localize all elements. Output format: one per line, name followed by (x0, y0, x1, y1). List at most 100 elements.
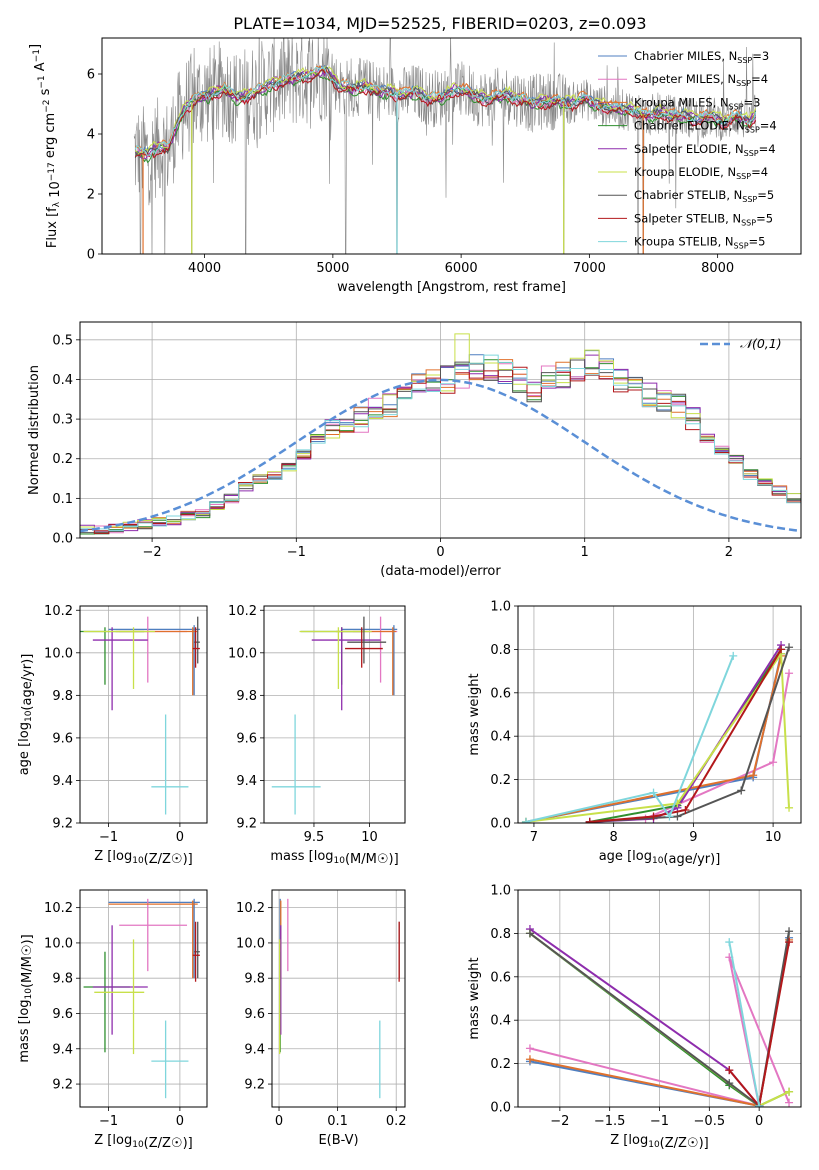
weight-marker (769, 758, 778, 767)
axes-frame (101, 37, 802, 255)
weight-marker (525, 1044, 534, 1053)
legend-label: Kroupa MILES, NSSP=3 (634, 95, 760, 111)
y-tick-label: 0.5 (52, 333, 73, 348)
x-axis-label: Z [log10(Z/Z☉)] (94, 1133, 192, 1151)
legend-subscript: SSP (745, 126, 760, 135)
error-bar-point (83, 627, 155, 689)
legend-label: Chabrier ELODIE, NSSP=4 (634, 119, 777, 135)
legend-text: =4 (751, 72, 768, 86)
weight-marker (673, 812, 682, 821)
x-tick-label: 2 (725, 545, 733, 560)
x-tick-label: −1 (287, 545, 306, 560)
y-tick-label: 9.8 (236, 689, 257, 704)
label-superscript: −17 (47, 162, 57, 181)
label-text: age [ (599, 849, 632, 864)
label-text: log (314, 849, 334, 864)
label-text: (Z/Z☉)] (144, 1136, 193, 1151)
weight-marker (749, 771, 758, 780)
y-axis-label: mass weight (467, 673, 482, 755)
label-text: (M/M☉)] (345, 852, 399, 867)
y-tick-label: 9.4 (52, 1042, 73, 1057)
y-tick-label: 10.2 (44, 604, 73, 619)
model-spectrum-line (134, 71, 757, 164)
weight-marker (785, 1087, 794, 1096)
label-text: mass weight (467, 673, 482, 755)
y-tick-label: 0.8 (490, 927, 511, 942)
label-superscript: −1 (37, 75, 47, 88)
weight-series (585, 645, 786, 823)
x-tick-label: 0.1 (327, 1114, 348, 1129)
legend-text: =3 (744, 95, 761, 109)
weight-line (589, 646, 790, 823)
x-tick-label: −1 (99, 1114, 118, 1129)
weight-marker (729, 651, 738, 660)
legend-text: Salpeter STELIB, N (634, 211, 741, 225)
axes-frame (79, 889, 208, 1108)
legend-subscript: SSP (736, 172, 751, 181)
weight-series (585, 641, 786, 823)
y-axis-label: age [log10(age/yr)] (17, 654, 35, 776)
label-text: ] (28, 44, 43, 49)
weight-marker (777, 645, 786, 654)
label-text: Z [ (610, 1133, 628, 1148)
x-axis-label: wavelength [Angstrom, rest frame] (337, 280, 566, 295)
y-tick-label: 2 (87, 188, 95, 203)
x-tick-label: 6000 (445, 261, 478, 276)
y-tick-label: 10.0 (228, 646, 257, 661)
y-tick-label: 10.0 (236, 936, 265, 951)
y-tick-label: 0.6 (490, 970, 511, 985)
y-tick-label: 1.0 (490, 884, 511, 899)
label-text: log (628, 1133, 648, 1148)
y-tick-label: 9.8 (52, 689, 73, 704)
label-text: (age/yr)] (20, 654, 35, 711)
weight-series (521, 649, 794, 823)
label-text: log (632, 849, 652, 864)
error-bar-point (119, 898, 188, 972)
label-text: mass [ (17, 1019, 32, 1062)
legend-label: Kroupa ELODIE, NSSP=4 (634, 165, 768, 181)
weight-series (585, 645, 786, 823)
legend-label: 𝒩(0,1) (740, 336, 782, 351)
axes-frame (263, 605, 406, 824)
label-text: log (112, 849, 132, 864)
legend-text: =4 (751, 165, 768, 179)
weight-line (525, 650, 790, 823)
error-bar-point (192, 627, 200, 668)
error-bar-point (151, 1020, 189, 1099)
legend-subscript: SSP (744, 149, 759, 158)
plot-area-residuals (80, 333, 801, 535)
weight-marker (785, 803, 794, 812)
y-axis-label: Flux [fλ 10−17 erg cm−2 s−1 A−1] (28, 44, 63, 248)
y-tick-label: 0.2 (490, 773, 511, 788)
x-tick-label: 0 (176, 1114, 184, 1129)
error-bar-point (119, 616, 188, 683)
error-bar-point (345, 627, 383, 668)
x-axis-label: age [log10(age/yr)] (599, 849, 721, 867)
error-bar-point (108, 898, 200, 979)
y-tick-label: 9.2 (52, 817, 73, 832)
y-tick-label: 10.2 (228, 604, 257, 619)
error-bar-point (352, 616, 398, 683)
error-bar-point (299, 627, 372, 689)
model-spectrum-line (134, 66, 757, 157)
weight-series (585, 643, 794, 823)
legend-text: Chabrier STELIB, N (634, 188, 742, 202)
error-bar-point (347, 616, 387, 664)
y-tick-label: 0.0 (490, 1101, 511, 1116)
x-tick-label: −2 (550, 1114, 569, 1129)
y-tick-label: 1.0 (490, 600, 511, 615)
y-tick-label: 9.6 (236, 731, 257, 746)
label-superscript: −1 (32, 49, 42, 62)
chart-residuals: −2 −1 0 1 2 0.0 0.1 0.2 0.3 0.4 0.5 (data-model)/er… (27, 321, 802, 579)
weight-marker (665, 812, 674, 821)
label-text: Z [ (94, 849, 112, 864)
weight-series (725, 938, 764, 1107)
weight-marker (649, 788, 658, 797)
y-tick-label: 0.6 (490, 686, 511, 701)
label-text: Flux [f (45, 207, 60, 248)
x-axis-label: E(B-V) (318, 1133, 358, 1148)
x-tick-label: 8000 (701, 261, 734, 276)
legend-text: Chabrier MILES, N (634, 49, 737, 63)
